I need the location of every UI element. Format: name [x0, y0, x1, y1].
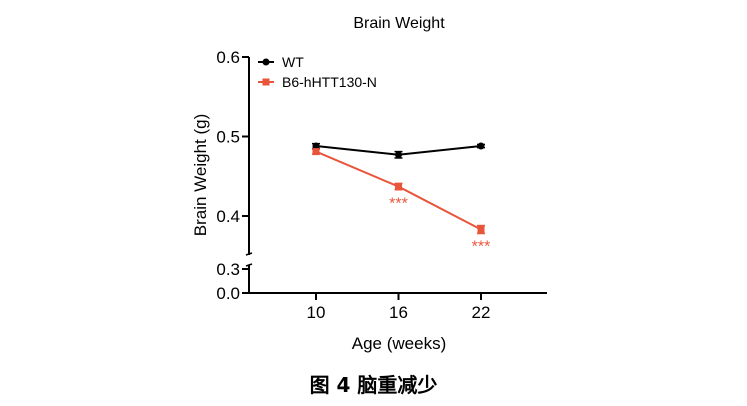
- legend-marker: [262, 58, 270, 66]
- y-tick-label: 0.4: [216, 207, 240, 226]
- x-tick-label: 22: [472, 303, 491, 322]
- y-tick-label: 0.3: [216, 260, 240, 279]
- data-point: [312, 142, 320, 150]
- data-point: [395, 183, 402, 191]
- x-tick-label: 16: [389, 303, 408, 322]
- y-axis-label: Brain Weight (g): [191, 114, 210, 237]
- figure-caption: 图 4 脑重减少: [309, 373, 438, 397]
- legend-label: WT: [282, 54, 304, 70]
- x-tick-label: 10: [307, 303, 326, 322]
- y-axis-break-mark-upper: [245, 252, 253, 256]
- significance-label: ***: [472, 239, 491, 256]
- series-line-b6-hhtt130-n: [315, 150, 482, 231]
- significance-label: ***: [389, 196, 408, 213]
- chart-title: Brain Weight: [353, 15, 445, 32]
- legend-label: B6-hHTT130-N: [282, 74, 377, 90]
- legend-marker: [262, 78, 270, 86]
- brain-weight-chart: Brain Weight 0.00.30.40.50.610 16 22 *****…: [191, 15, 547, 353]
- y-tick-label: 0.5: [216, 128, 240, 147]
- x-axis-label: Age (weeks): [352, 334, 446, 353]
- legend: WT B6-hHTT130-N: [258, 54, 377, 90]
- series-layer: *** ***: [312, 142, 491, 256]
- y-axis-break-mark-lower: [245, 263, 253, 267]
- y-tick-label: 0.0: [216, 284, 240, 303]
- axes: 0.0 0.3 0.4 0.5 0.6 10 16 22: [216, 48, 547, 322]
- data-point: [477, 226, 485, 234]
- data-point: [395, 151, 402, 159]
- data-point: [477, 142, 485, 150]
- y-tick-label: 0.6: [216, 48, 240, 67]
- data-point: [312, 148, 320, 156]
